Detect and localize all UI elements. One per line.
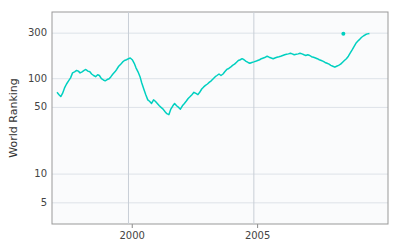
grid-line bbox=[52, 202, 388, 203]
y-tick-label: 50 bbox=[34, 101, 47, 112]
data bbox=[57, 12, 369, 224]
axes: 5 10 50 100 300 2000 2005 bbox=[28, 12, 388, 241]
chart: 5 10 50 100 300 2000 2005 World Ranking bbox=[0, 0, 400, 250]
grid-line bbox=[52, 33, 388, 34]
x-tick-label: 2005 bbox=[245, 230, 270, 241]
grid-line bbox=[52, 174, 388, 175]
x-tick bbox=[257, 224, 258, 228]
x-tick-label: 2000 bbox=[120, 230, 145, 241]
vertical-line bbox=[128, 12, 129, 224]
grid bbox=[52, 33, 388, 203]
y-axis-label: World Ranking bbox=[7, 78, 20, 158]
y-tick-label: 300 bbox=[28, 27, 47, 38]
x-tick bbox=[132, 224, 133, 228]
y-tick-label: 10 bbox=[34, 168, 47, 179]
plot-area bbox=[52, 12, 388, 224]
vertical-line bbox=[253, 12, 254, 224]
plot-frame bbox=[52, 12, 388, 224]
line bbox=[57, 33, 369, 114]
y-tick-label: 100 bbox=[28, 73, 47, 84]
point bbox=[341, 32, 345, 36]
y-tick-label: 5 bbox=[41, 197, 47, 208]
grid-line bbox=[52, 107, 388, 108]
